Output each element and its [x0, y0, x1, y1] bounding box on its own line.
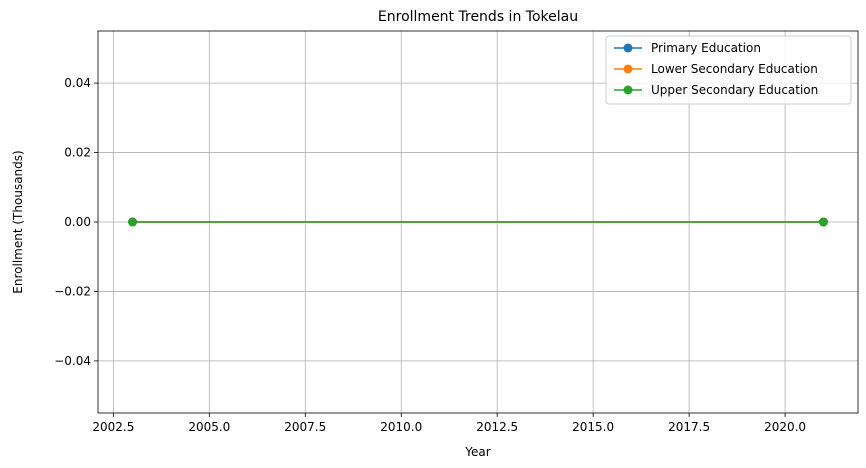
data-point [818, 217, 828, 227]
y-axis-label: Enrollment (Thousands) [11, 150, 25, 293]
y-tick-label: 0.04 [64, 76, 91, 90]
legend-label: Upper Secondary Education [651, 83, 818, 97]
legend-swatch-marker [623, 43, 633, 53]
x-tick-label: 2015.0 [572, 420, 614, 434]
x-axis: 2002.5 2005.0 2007.5 2010.0 2012.5 2015.0 2017… [92, 413, 806, 434]
x-axis-label: Year [464, 445, 490, 459]
x-tick-label: 2020.0 [764, 420, 806, 434]
data-point [128, 217, 138, 227]
x-tick-label: 2010.0 [380, 420, 422, 434]
y-tick-label: 0.02 [64, 146, 91, 160]
x-tick-label: 2007.5 [284, 420, 326, 434]
legend-box [605, 35, 852, 105]
legend-swatch-marker [623, 85, 633, 95]
x-tick-label: 2002.5 [92, 420, 134, 434]
y-tick-label: −0.04 [54, 354, 91, 368]
legend-swatch-marker [623, 64, 633, 74]
legend: Primary Education Lower Secondary Educati… [605, 35, 852, 105]
legend-label: Primary Education [651, 41, 761, 55]
y-tick-label: −0.02 [54, 284, 91, 298]
x-tick-label: 2005.0 [188, 420, 230, 434]
chart-title: Enrollment Trends in Tokelau [378, 9, 578, 25]
x-tick-label: 2017.5 [668, 420, 710, 434]
y-tick-label: 0.00 [64, 215, 91, 229]
legend-item: Primary Education [614, 41, 761, 55]
series-upper-secondary-education [128, 217, 828, 227]
y-axis: −0.04 −0.02 0.00 0.02 0.04 [54, 76, 98, 368]
legend-item: Upper Secondary Education [614, 83, 818, 97]
legend-label: Lower Secondary Education [651, 62, 818, 76]
series-layer [128, 217, 828, 227]
legend-item: Lower Secondary Education [614, 62, 818, 76]
x-tick-label: 2012.5 [476, 420, 518, 434]
